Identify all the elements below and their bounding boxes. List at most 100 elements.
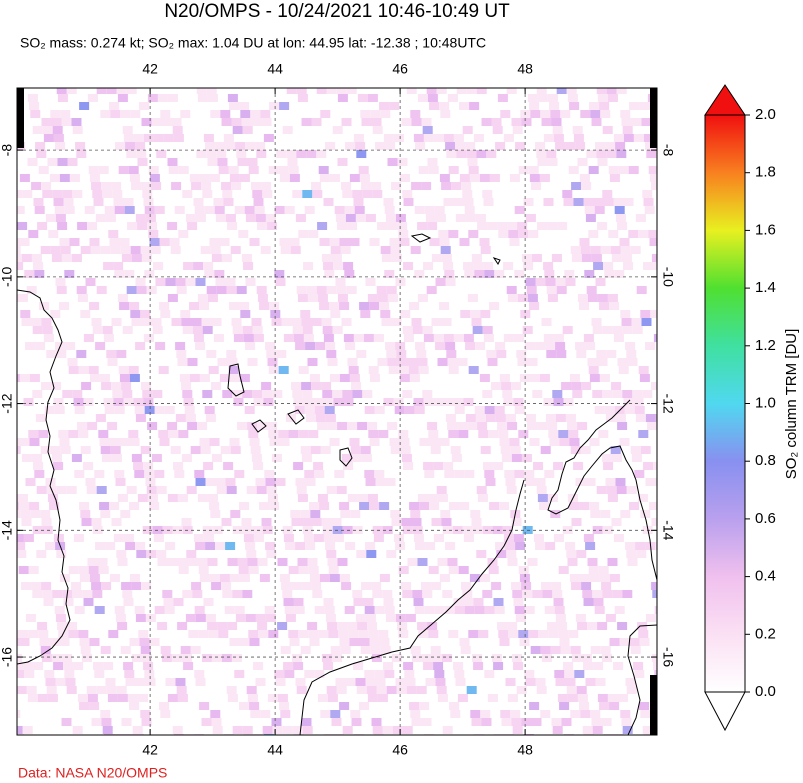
pixel [253, 398, 264, 406]
pixel [592, 526, 603, 534]
pixel [620, 110, 631, 118]
pixel [278, 366, 289, 374]
pixel [282, 126, 293, 134]
pixel [593, 662, 604, 670]
pixel [422, 590, 433, 598]
pixel [399, 174, 410, 182]
pixel [261, 382, 272, 390]
pixel [644, 206, 655, 214]
pixel [100, 710, 111, 718]
pixel [589, 574, 600, 582]
pixel [107, 358, 118, 366]
pixel [279, 574, 290, 582]
pixel [234, 606, 245, 614]
pixel [303, 262, 314, 270]
pixel [45, 214, 56, 222]
pixel [128, 366, 139, 374]
pixel [305, 478, 316, 486]
pixel [480, 710, 491, 718]
pixel [17, 190, 23, 198]
pixel [581, 654, 592, 662]
pixel [223, 134, 234, 142]
pixel [423, 662, 434, 670]
pixel [29, 374, 40, 382]
pixel [522, 326, 533, 334]
pixel [181, 318, 192, 326]
pixel [252, 190, 263, 198]
pixel [116, 550, 127, 558]
pixel [141, 654, 152, 662]
pixel [138, 630, 149, 638]
pixel [336, 486, 347, 494]
pixel [243, 334, 254, 342]
pixel [255, 214, 266, 222]
pixel [17, 238, 20, 246]
pixel [563, 398, 574, 406]
pixel [373, 334, 384, 342]
pixel [194, 606, 205, 614]
pixel [557, 222, 568, 230]
pixel [126, 88, 137, 94]
pixel [301, 582, 312, 590]
pixel [304, 406, 315, 414]
pixel [229, 574, 240, 582]
pixel [476, 150, 487, 158]
pixel [509, 174, 520, 182]
pixel [327, 422, 338, 430]
pixel [294, 406, 305, 414]
pixel [148, 166, 159, 174]
pixel [449, 502, 460, 510]
pixel [566, 78, 576, 86]
pixel [71, 254, 82, 262]
pixel [25, 478, 36, 486]
pixel [297, 94, 308, 102]
pixel [203, 598, 214, 606]
pixel [117, 622, 128, 630]
pixel [529, 174, 540, 182]
pixel [353, 134, 364, 142]
pixel [66, 88, 77, 94]
pixel [157, 558, 168, 566]
pixel [245, 614, 256, 622]
pixel [267, 694, 278, 702]
pixel [425, 542, 436, 550]
pixel [316, 150, 327, 158]
pixel [225, 142, 236, 150]
pixel [588, 230, 599, 238]
pixel [435, 278, 446, 286]
pixel [64, 670, 75, 678]
pixel [415, 142, 426, 150]
pixel [35, 414, 46, 422]
x-tick-label: 42 [142, 61, 158, 77]
pixel [303, 534, 314, 542]
pixel [140, 246, 151, 254]
pixel [537, 494, 548, 502]
y-tick-label: -12 [660, 393, 676, 413]
pixel [369, 502, 380, 510]
pixel [483, 462, 494, 470]
pixel [195, 214, 206, 222]
pixel [71, 118, 82, 126]
pixel [385, 142, 396, 150]
pixel [53, 534, 64, 542]
pixel [86, 686, 97, 694]
pixel [225, 214, 236, 222]
pixel [655, 542, 657, 550]
pixel [518, 166, 529, 174]
pixel [421, 654, 432, 662]
comoros-3 [287, 409, 305, 425]
pixel [255, 142, 266, 150]
pixel [536, 486, 547, 494]
pixel [19, 374, 30, 382]
pixel [580, 110, 591, 118]
pixel [375, 478, 386, 486]
pixel [413, 598, 424, 606]
pixel [569, 102, 580, 110]
pixel [64, 206, 75, 214]
pixel [317, 294, 328, 302]
pixel [327, 358, 338, 366]
pixel [571, 382, 582, 390]
pixel [295, 214, 306, 222]
pixel [325, 142, 336, 150]
pixel [277, 622, 288, 630]
